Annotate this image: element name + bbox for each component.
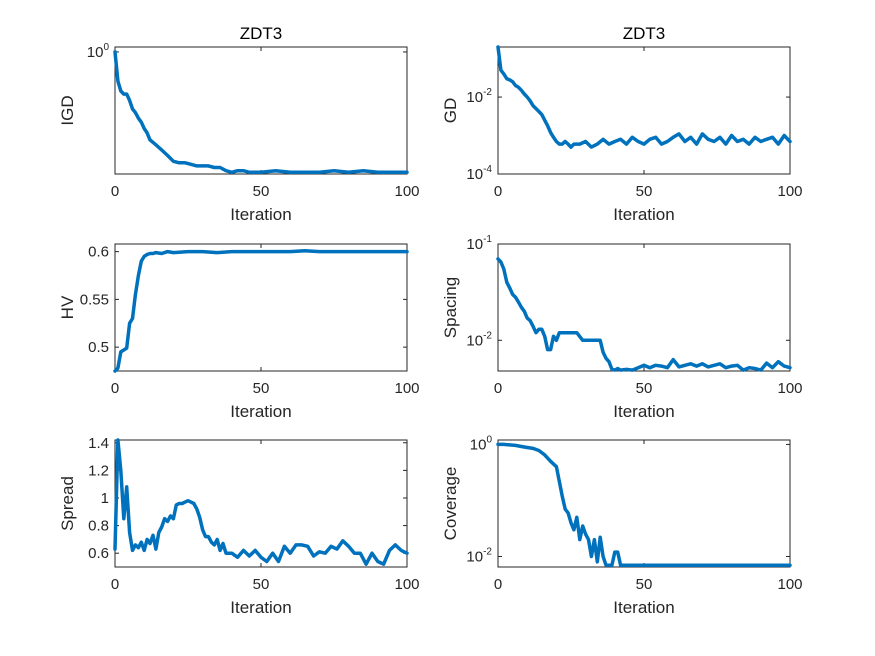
chart-5-x-axis-title: Iteration	[613, 598, 674, 617]
chart-1-xtick-label-0: 0	[494, 183, 502, 200]
chart-0-xtick-label-2: 100	[394, 183, 419, 200]
chart-0-series-line	[113, 50, 409, 175]
chart-3-y-axis-title: Spacing	[441, 277, 460, 338]
chart-2-series-line	[113, 248, 409, 373]
chart-2-xtick-label-2: 100	[394, 380, 419, 397]
chart-2-panel: 0 50 100 0.6 0.55 0.5 Iteration HV	[58, 243, 420, 421]
chart-0-ytick-label-0: 100	[87, 42, 110, 61]
chart-4-x-axis-title: Iteration	[230, 598, 291, 617]
chart-0-xtick-label-0: 0	[111, 183, 119, 200]
chart-0-x-axis-title: Iteration	[230, 205, 291, 224]
chart-5-ytick-label-1: 10-2	[466, 547, 492, 566]
chart-4-panel: 0 50 100 1.4 1.2 1 0.8 0.6 Iteration Spread	[58, 435, 420, 617]
chart-5-xtick-label-1: 50	[636, 576, 653, 593]
chart-3-ytick-label-0: 10-1	[466, 234, 492, 253]
chart-1-ytick-label-0: 10-2	[466, 87, 492, 106]
chart-4-xtick-label-0: 0	[111, 576, 119, 593]
chart-1-x-axis-title: Iteration	[613, 205, 674, 224]
chart-4-ytick-label-0: 1.4	[88, 435, 109, 452]
chart-1-y-axis-title: GD	[441, 98, 460, 124]
chart-2-ytick-label-1: 0.55	[80, 291, 109, 308]
chart-2-xtick-label-0: 0	[111, 380, 119, 397]
chart-0-xtick-label-1: 50	[253, 183, 270, 200]
chart-4-ytick-label-2: 1	[101, 490, 109, 507]
chart-1-series-line	[496, 45, 792, 149]
chart-4-xtick-label-1: 50	[253, 576, 270, 593]
chart-1-xtick-label-1: 50	[636, 183, 653, 200]
chart-4-ytick-label-1: 1.2	[88, 462, 109, 479]
chart-2-ytick-label-0: 0.6	[88, 244, 109, 261]
chart-1-title: ZDT3	[623, 24, 666, 43]
chart-3-series-line	[496, 257, 792, 372]
chart-2-xtick-label-1: 50	[253, 380, 270, 397]
chart-4-series-line	[113, 438, 409, 566]
chart-4-xtick-label-2: 100	[394, 576, 419, 593]
chart-3-xtick-label-1: 50	[636, 380, 653, 397]
chart-4-ytick-label-3: 0.8	[88, 518, 109, 535]
chart-3-ytick-label-1: 10-2	[466, 330, 492, 349]
chart-3-xtick-label-2: 100	[777, 380, 802, 397]
chart-5-series-line	[496, 442, 792, 567]
chart-0-title: ZDT3	[240, 24, 283, 43]
chart-5-xtick-label-0: 0	[494, 576, 502, 593]
chart-3-xtick-label-0: 0	[494, 380, 502, 397]
chart-5-ytick-label-0: 100	[470, 434, 493, 453]
chart-5-y-axis-title: Coverage	[441, 467, 460, 541]
chart-3-x-axis-title: Iteration	[613, 402, 674, 421]
chart-2-y-axis-title: HV	[58, 295, 77, 319]
chart-1-ytick-label-1: 10-4	[466, 164, 492, 183]
chart-0-panel: 0 50 100 100 Iteration IGD ZDT3	[58, 24, 420, 224]
chart-2-x-axis-title: Iteration	[230, 402, 291, 421]
chart-0-y-axis-title: IGD	[58, 95, 77, 125]
chart-4-y-axis-title: Spread	[58, 476, 77, 531]
chart-4-ytick-label-4: 0.6	[88, 545, 109, 562]
chart-3-panel: 0 50 100 10-1 10-2 Iteration Spacing	[441, 234, 803, 421]
chart-1-panel: 0 50 100 10-2 10-4 Iteration GD ZDT3	[441, 24, 803, 224]
chart-5-xtick-label-2: 100	[777, 576, 802, 593]
chart-5-panel: 0 50 100 100 10-2 Iteration Coverage	[441, 434, 803, 617]
chart-2-ytick-label-2: 0.5	[88, 339, 109, 356]
chart-1-xtick-label-2: 100	[777, 183, 802, 200]
